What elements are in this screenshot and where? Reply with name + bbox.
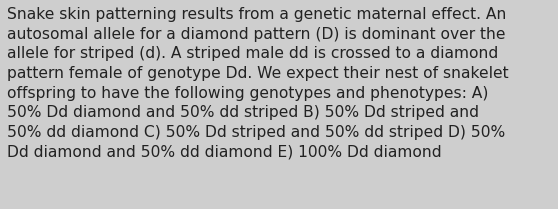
Text: Snake skin patterning results from a genetic maternal effect. An
autosomal allel: Snake skin patterning results from a gen…	[7, 7, 509, 159]
